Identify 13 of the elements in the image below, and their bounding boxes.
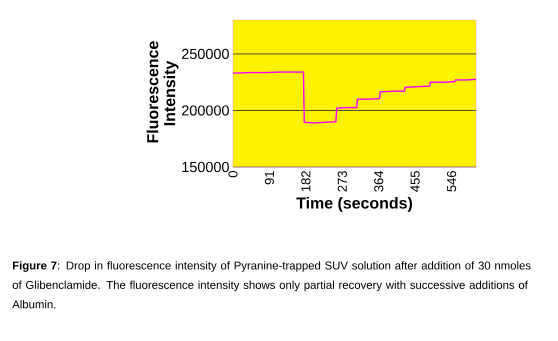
x-tick-label: 273	[338, 171, 347, 192]
y-tick-label: 250000	[182, 48, 229, 60]
x-tick-label: 455	[410, 171, 420, 192]
y-tick-label: 150000	[182, 162, 229, 172]
x-tick-label: 0	[228, 171, 238, 178]
x-axis-title: Time (seconds)	[296, 196, 412, 212]
x-tick-label: 182	[301, 171, 310, 192]
y-axis-title: Fluorescence Intensity	[146, 41, 178, 142]
x-tick-label: 546	[446, 171, 456, 192]
y-tick-label: 200000	[182, 105, 229, 116]
text: Figure 7: Drop in fluorescence intensity of Pyranine-trapped SUV solution after addition of 30 nmoles of Glibenclamide. The fluorescence intensity shows only partial recovery with successive additions of Albumin.	[12, 261, 531, 308]
x-tick-label: 91	[264, 171, 274, 184]
x-tick-label: 364	[374, 170, 384, 192]
